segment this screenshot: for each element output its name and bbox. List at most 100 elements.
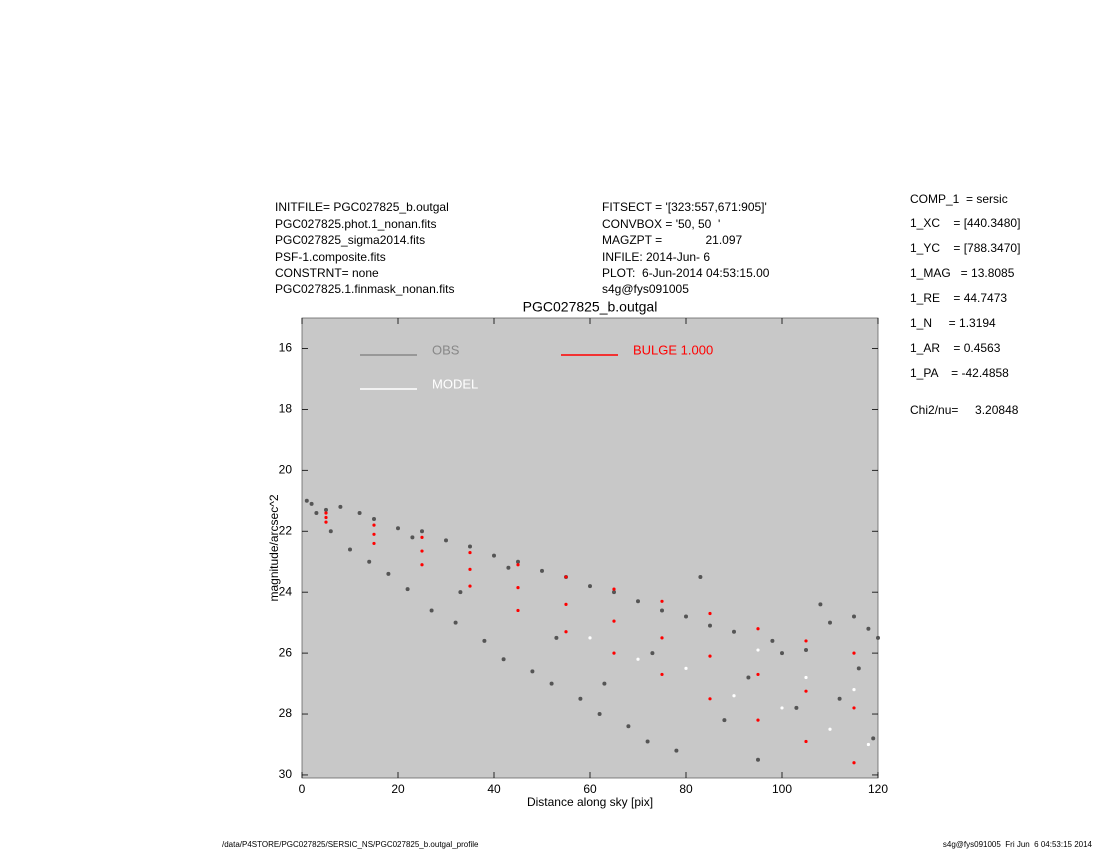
- point: [794, 705, 799, 710]
- point: [324, 511, 328, 515]
- point: [372, 532, 376, 536]
- point: [746, 675, 751, 680]
- point: [588, 584, 592, 589]
- point: [780, 651, 784, 656]
- point: [756, 627, 760, 631]
- point: [420, 563, 424, 567]
- point: [674, 748, 679, 753]
- point: [564, 630, 568, 634]
- chart-title: PGC027825_b.outgal: [523, 299, 658, 315]
- y-tick-label: 18: [279, 402, 293, 416]
- point: [516, 608, 520, 613]
- point: [612, 590, 616, 595]
- header-middle: FITSECT = '[323:557,671:905]' CONVBOX = '…: [602, 183, 769, 314]
- param: 1_N = 1.3194: [910, 316, 996, 330]
- point: [458, 590, 463, 595]
- point: [540, 568, 544, 573]
- point: [626, 724, 631, 729]
- header-line: PGC027825_sigma2014.fits: [275, 233, 426, 248]
- point: [564, 575, 568, 579]
- point: [372, 541, 376, 546]
- point: [420, 529, 424, 534]
- point: [602, 681, 607, 686]
- point: [871, 736, 876, 741]
- point: [756, 718, 760, 722]
- point: [516, 586, 520, 590]
- header-line: PGC027825.1.finmask_nonan.fits: [275, 282, 455, 297]
- point: [578, 696, 583, 701]
- point: [770, 638, 775, 643]
- header-line: PSF-1.composite.fits: [275, 249, 386, 264]
- point: [348, 547, 352, 552]
- point: [866, 626, 871, 631]
- header-line: INFILE: 2014-Jun- 6: [602, 249, 711, 264]
- point: [645, 739, 650, 744]
- point: [386, 571, 391, 576]
- point: [372, 517, 376, 522]
- point: [837, 696, 842, 701]
- param: 1_MAG = 13.8085: [910, 266, 1015, 280]
- param: 1_AR = 0.4563: [910, 341, 1001, 355]
- point: [732, 694, 736, 698]
- x-tick-label: 100: [772, 782, 792, 796]
- legend-label: MODEL: [432, 376, 478, 391]
- point: [818, 602, 823, 607]
- point: [367, 559, 372, 564]
- x-tick-label: 20: [391, 782, 405, 796]
- x-tick-label: 80: [679, 782, 693, 796]
- point: [650, 651, 655, 656]
- point: [309, 501, 314, 506]
- point: [324, 520, 328, 524]
- footer-left: /data/P4STORE/PGC027825/SERSIC_NS/PGC027…: [222, 840, 479, 849]
- point: [506, 565, 511, 570]
- point: [708, 697, 712, 701]
- point: [852, 761, 856, 765]
- y-tick-label: 24: [279, 584, 293, 598]
- point: [708, 623, 712, 628]
- point: [756, 648, 760, 652]
- x-axis-label: Distance along sky [pix]: [527, 795, 653, 809]
- point: [357, 510, 362, 515]
- point: [732, 629, 736, 634]
- point: [328, 529, 333, 534]
- param: 1_RE = 44.7473: [910, 291, 1008, 305]
- point: [804, 639, 808, 643]
- point: [396, 526, 400, 531]
- point: [684, 666, 688, 670]
- x-tick-label: 120: [868, 782, 888, 796]
- point: [612, 651, 616, 655]
- point: [372, 523, 376, 527]
- point: [492, 553, 496, 558]
- point: [549, 681, 554, 686]
- point: [468, 584, 472, 588]
- point: [852, 614, 856, 619]
- point: [660, 672, 664, 677]
- point: [304, 498, 309, 503]
- header-line: CONSTRNT= none: [275, 266, 379, 281]
- param: COMP_1 = sersic: [910, 192, 1008, 206]
- point: [516, 563, 520, 567]
- header-line: PLOT: 6-Jun-2014 04:53:15.00: [602, 266, 770, 281]
- point: [660, 599, 664, 603]
- y-tick-label: 22: [279, 523, 293, 537]
- point: [756, 757, 760, 762]
- point: [554, 635, 559, 640]
- point: [468, 544, 472, 549]
- y-tick-label: 30: [279, 767, 293, 781]
- point: [804, 648, 808, 653]
- header-line: PGC027825.phot.1_nonan.fits: [275, 216, 437, 231]
- point: [612, 587, 616, 591]
- point: [444, 538, 448, 543]
- point: [804, 689, 808, 693]
- point: [866, 742, 871, 747]
- point: [852, 651, 856, 655]
- y-tick-label: 16: [279, 341, 293, 355]
- point: [780, 706, 784, 710]
- point: [453, 620, 458, 625]
- y-tick-label: 26: [279, 645, 293, 659]
- point: [420, 549, 424, 553]
- point: [516, 559, 520, 564]
- point: [660, 636, 664, 640]
- y-axis-label: magnitude/arcsec^2: [267, 494, 281, 601]
- point: [636, 599, 640, 604]
